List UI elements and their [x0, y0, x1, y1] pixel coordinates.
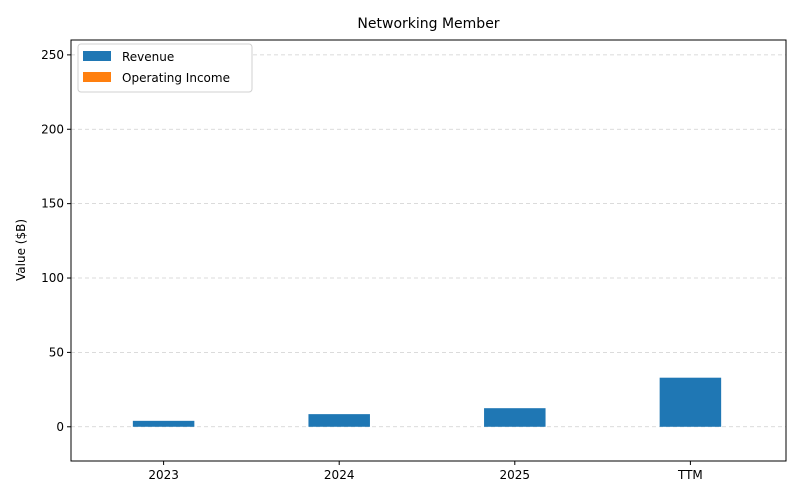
legend-frame	[77, 43, 253, 93]
legend-swatch-1	[83, 72, 111, 82]
legend-swatch-0	[83, 51, 111, 61]
x-tick-label-0: 2023	[148, 468, 179, 482]
legend-label-0: Revenue	[122, 50, 174, 64]
y-tick-label-150: 150	[41, 197, 64, 211]
bar-revenue-2024	[308, 414, 370, 427]
chart-title: Networking Member	[357, 16, 499, 32]
x-tick-label-3: TTM	[677, 468, 703, 482]
y-tick-label-100: 100	[41, 271, 64, 285]
y-axis-ticks: 0 50 100 150 200 250	[41, 48, 71, 434]
x-axis-ticks: 2023 2024 2025 TTM	[148, 461, 703, 482]
grid	[71, 54, 786, 428]
y-axis-label: Value ($B)	[14, 219, 28, 281]
y-tick-label-250: 250	[41, 48, 64, 62]
legend-label-1: Operating Income	[122, 71, 230, 85]
y-tick-label-200: 200	[41, 122, 64, 136]
legend: Revenue Operating Income	[77, 43, 253, 93]
bars	[132, 377, 722, 427]
x-tick-label-1: 2024	[324, 468, 355, 482]
y-tick-label-0: 0	[56, 420, 64, 434]
x-tick-label-2: 2025	[500, 468, 531, 482]
bar-revenue-2025	[484, 408, 546, 427]
y-tick-label-50: 50	[49, 345, 64, 359]
bar-revenue-ttm	[659, 377, 722, 427]
plot-frame	[70, 39, 787, 462]
bar-revenue-2023	[132, 420, 195, 427]
